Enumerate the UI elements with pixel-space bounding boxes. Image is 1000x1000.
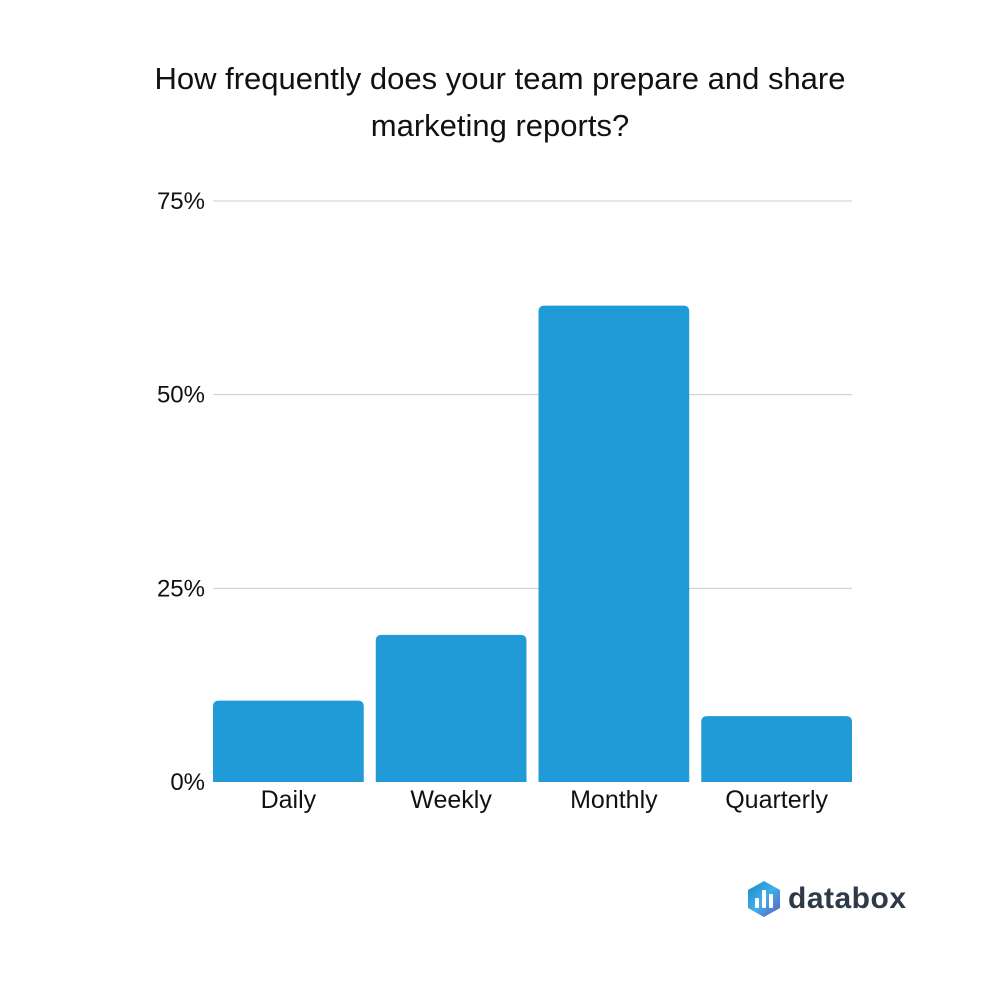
y-axis-tick-labels: 0% 25% 50% 75% (157, 188, 205, 796)
x-category-label: Weekly (410, 786, 492, 814)
y-tick-label: 0% (170, 769, 205, 796)
y-tick-label: 50% (157, 382, 205, 409)
bar-weekly (375, 634, 527, 782)
databox-logo-icon (748, 881, 780, 917)
gridlines (213, 200, 852, 589)
x-category-label: Daily (261, 786, 317, 814)
bars (213, 305, 852, 782)
chart-title: How frequently does your team prepare an… (154, 61, 846, 143)
x-category-label: Monthly (570, 786, 658, 814)
brand-name: databox (788, 882, 907, 915)
y-tick-label: 75% (157, 188, 205, 215)
bar-daily (213, 700, 364, 782)
databox-brand: databox (748, 879, 907, 919)
x-category-label: Quarterly (725, 786, 828, 814)
bar-quarterly (701, 716, 852, 782)
y-tick-label: 25% (157, 575, 205, 602)
x-axis-category-labels: Daily Weekly Monthly Quarterly (261, 786, 829, 814)
bar-monthly (538, 305, 690, 782)
